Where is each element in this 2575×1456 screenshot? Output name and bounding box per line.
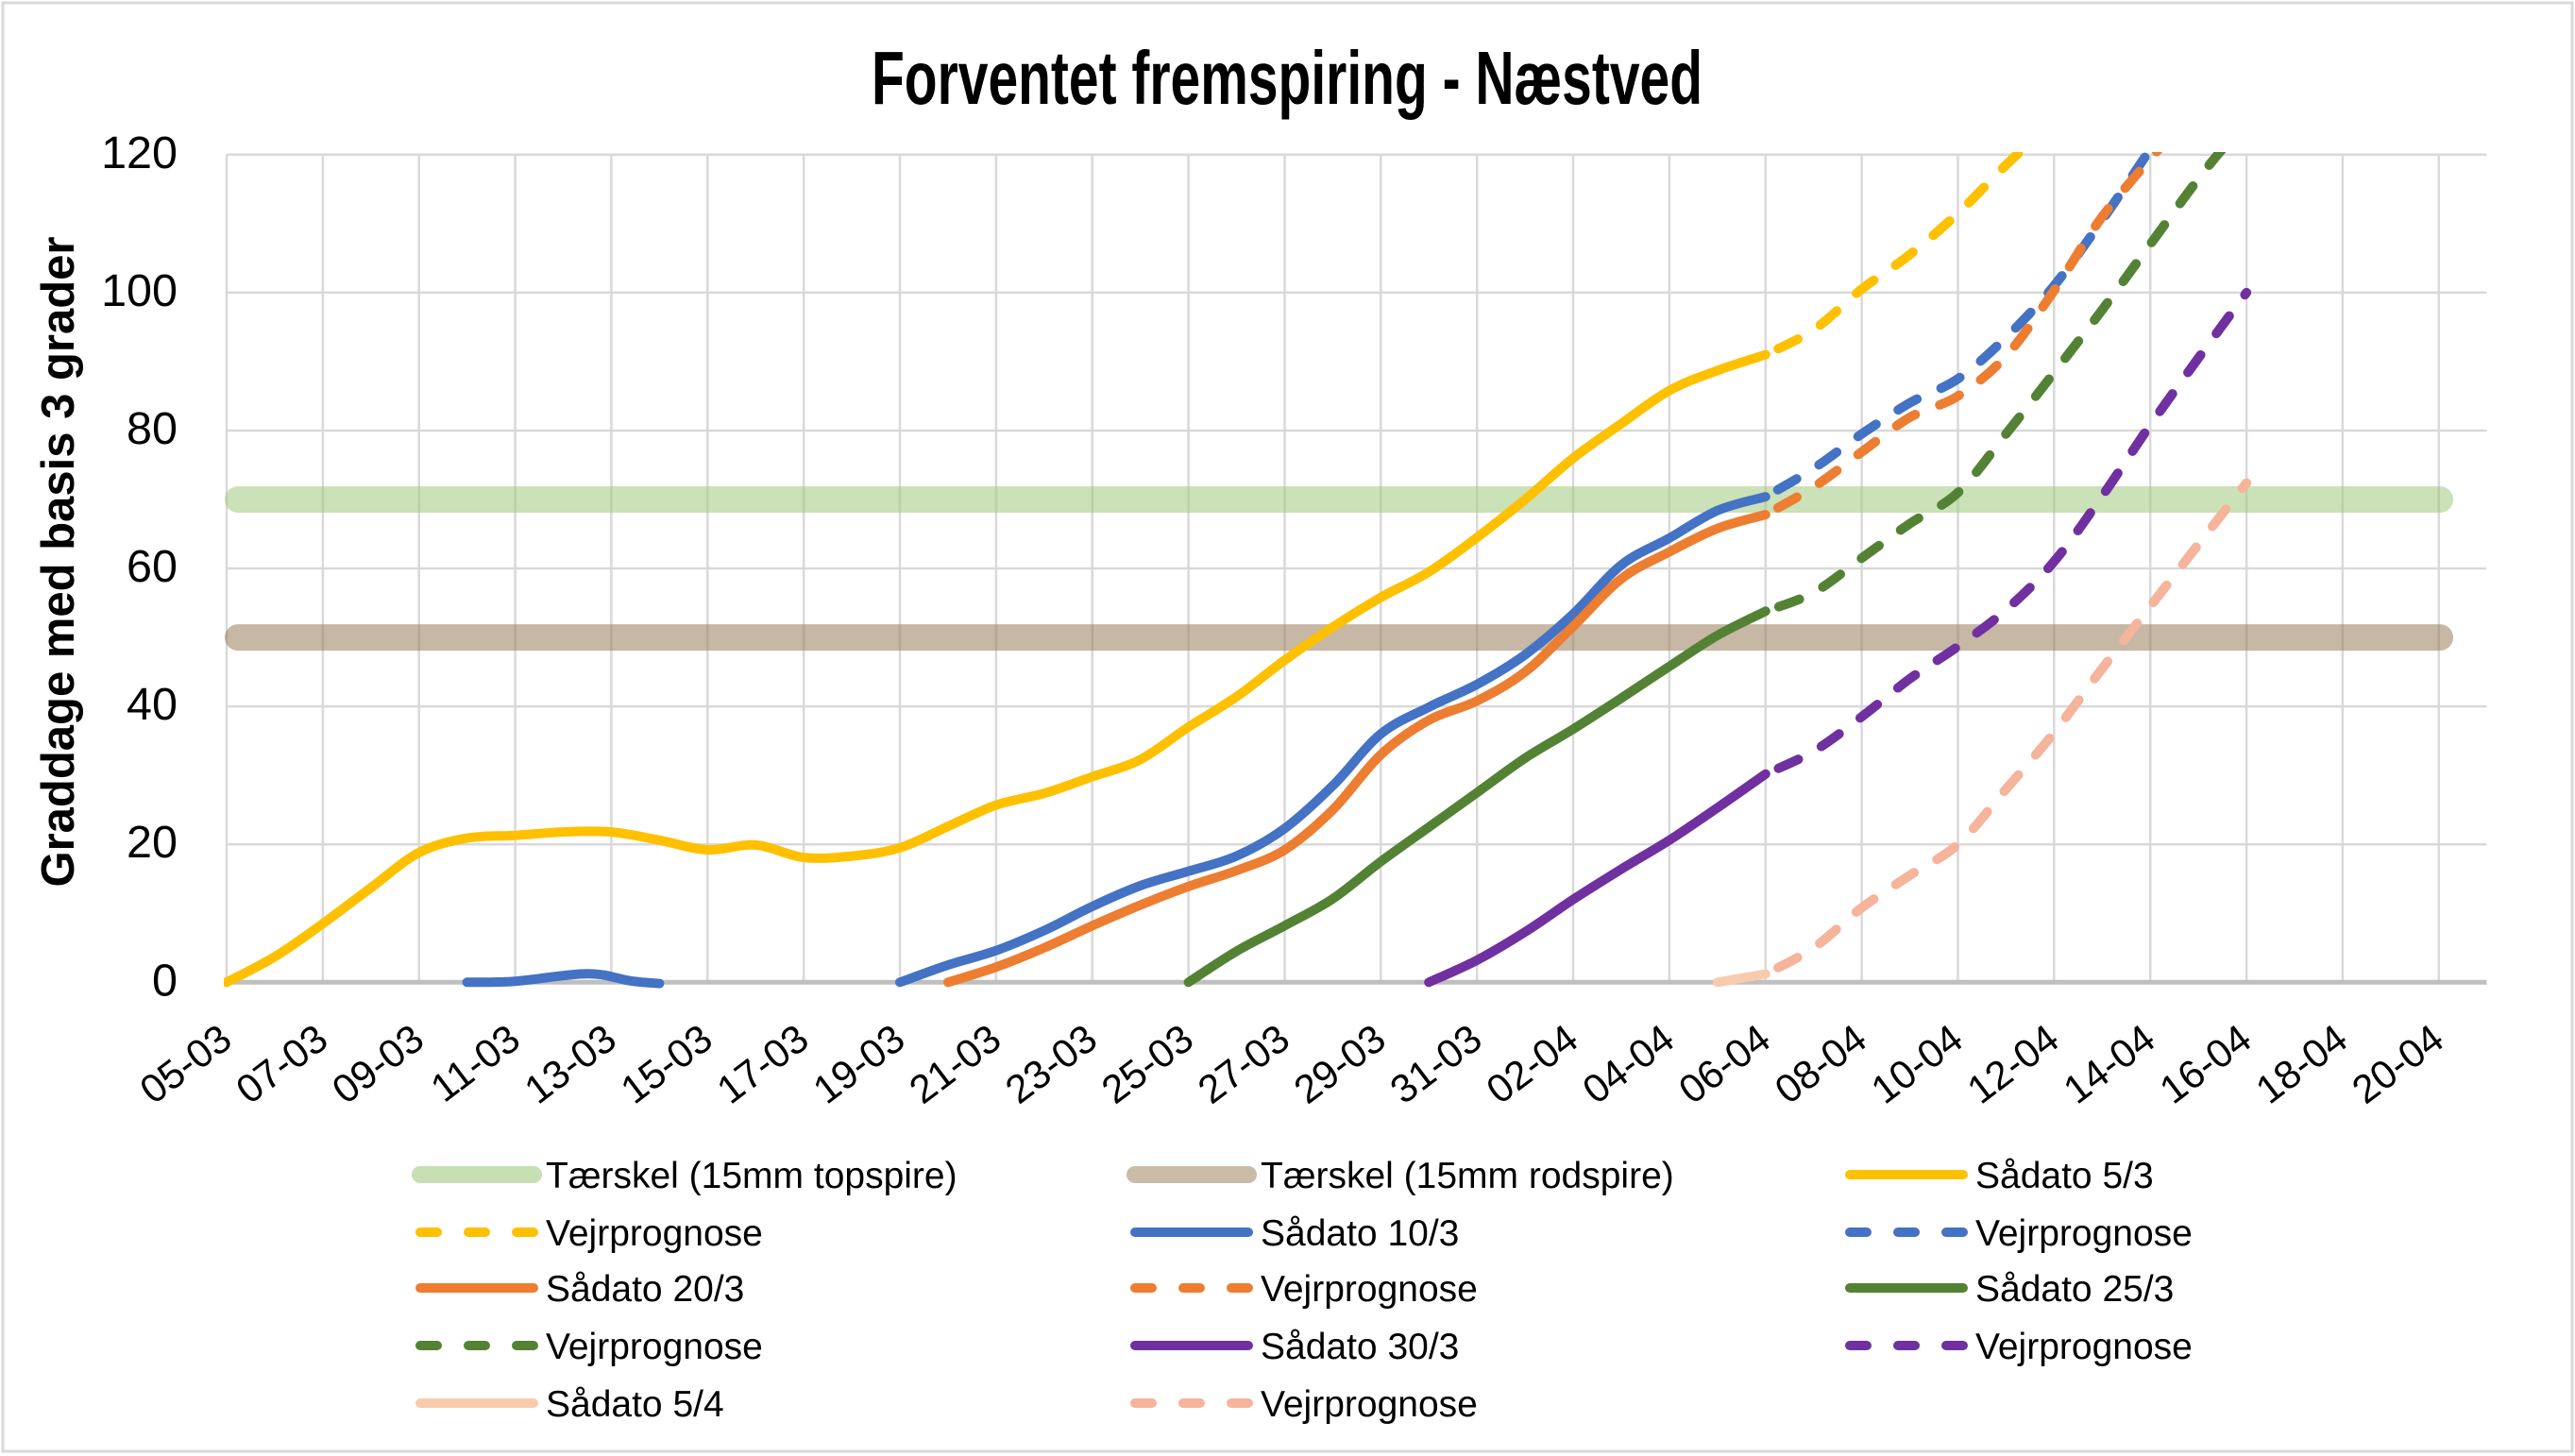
svg-text:Vejrprognose: Vejrprognose [546, 1213, 763, 1254]
svg-text:60: 60 [127, 541, 178, 592]
svg-text:Sådato 25/3: Sådato 25/3 [1975, 1269, 2174, 1310]
svg-text:Forventet fremspiring - Næstve: Forventet fremspiring - Næstved [872, 36, 1703, 120]
svg-text:Sådato 5/4: Sådato 5/4 [546, 1384, 724, 1425]
svg-text:Vejrprognose: Vejrprognose [1975, 1213, 2193, 1254]
svg-text:120: 120 [101, 127, 178, 178]
svg-text:Vejrprognose: Vejrprognose [1261, 1384, 1478, 1425]
svg-text:80: 80 [127, 403, 178, 454]
svg-text:100: 100 [101, 265, 178, 316]
svg-text:Vejrprognose: Vejrprognose [1261, 1269, 1478, 1310]
svg-text:Sådato 20/3: Sådato 20/3 [546, 1269, 744, 1310]
svg-text:20: 20 [127, 817, 178, 868]
svg-text:Sådato 30/3: Sådato 30/3 [1261, 1327, 1459, 1367]
svg-text:Tærskel (15mm rodspire): Tærskel (15mm rodspire) [1261, 1156, 1674, 1196]
svg-text:Vejrprognose: Vejrprognose [546, 1327, 763, 1367]
svg-text:0: 0 [152, 955, 178, 1006]
svg-text:Tærskel (15mm topspire): Tærskel (15mm topspire) [546, 1156, 957, 1196]
svg-text:40: 40 [127, 679, 178, 730]
svg-text:Sådato 10/3: Sådato 10/3 [1261, 1213, 1459, 1254]
svg-text:Sådato 5/3: Sådato 5/3 [1975, 1156, 2154, 1196]
svg-text:Graddage med basis 3 grader: Graddage med basis 3 grader [33, 237, 84, 888]
svg-text:Vejrprognose: Vejrprognose [1975, 1327, 2193, 1367]
